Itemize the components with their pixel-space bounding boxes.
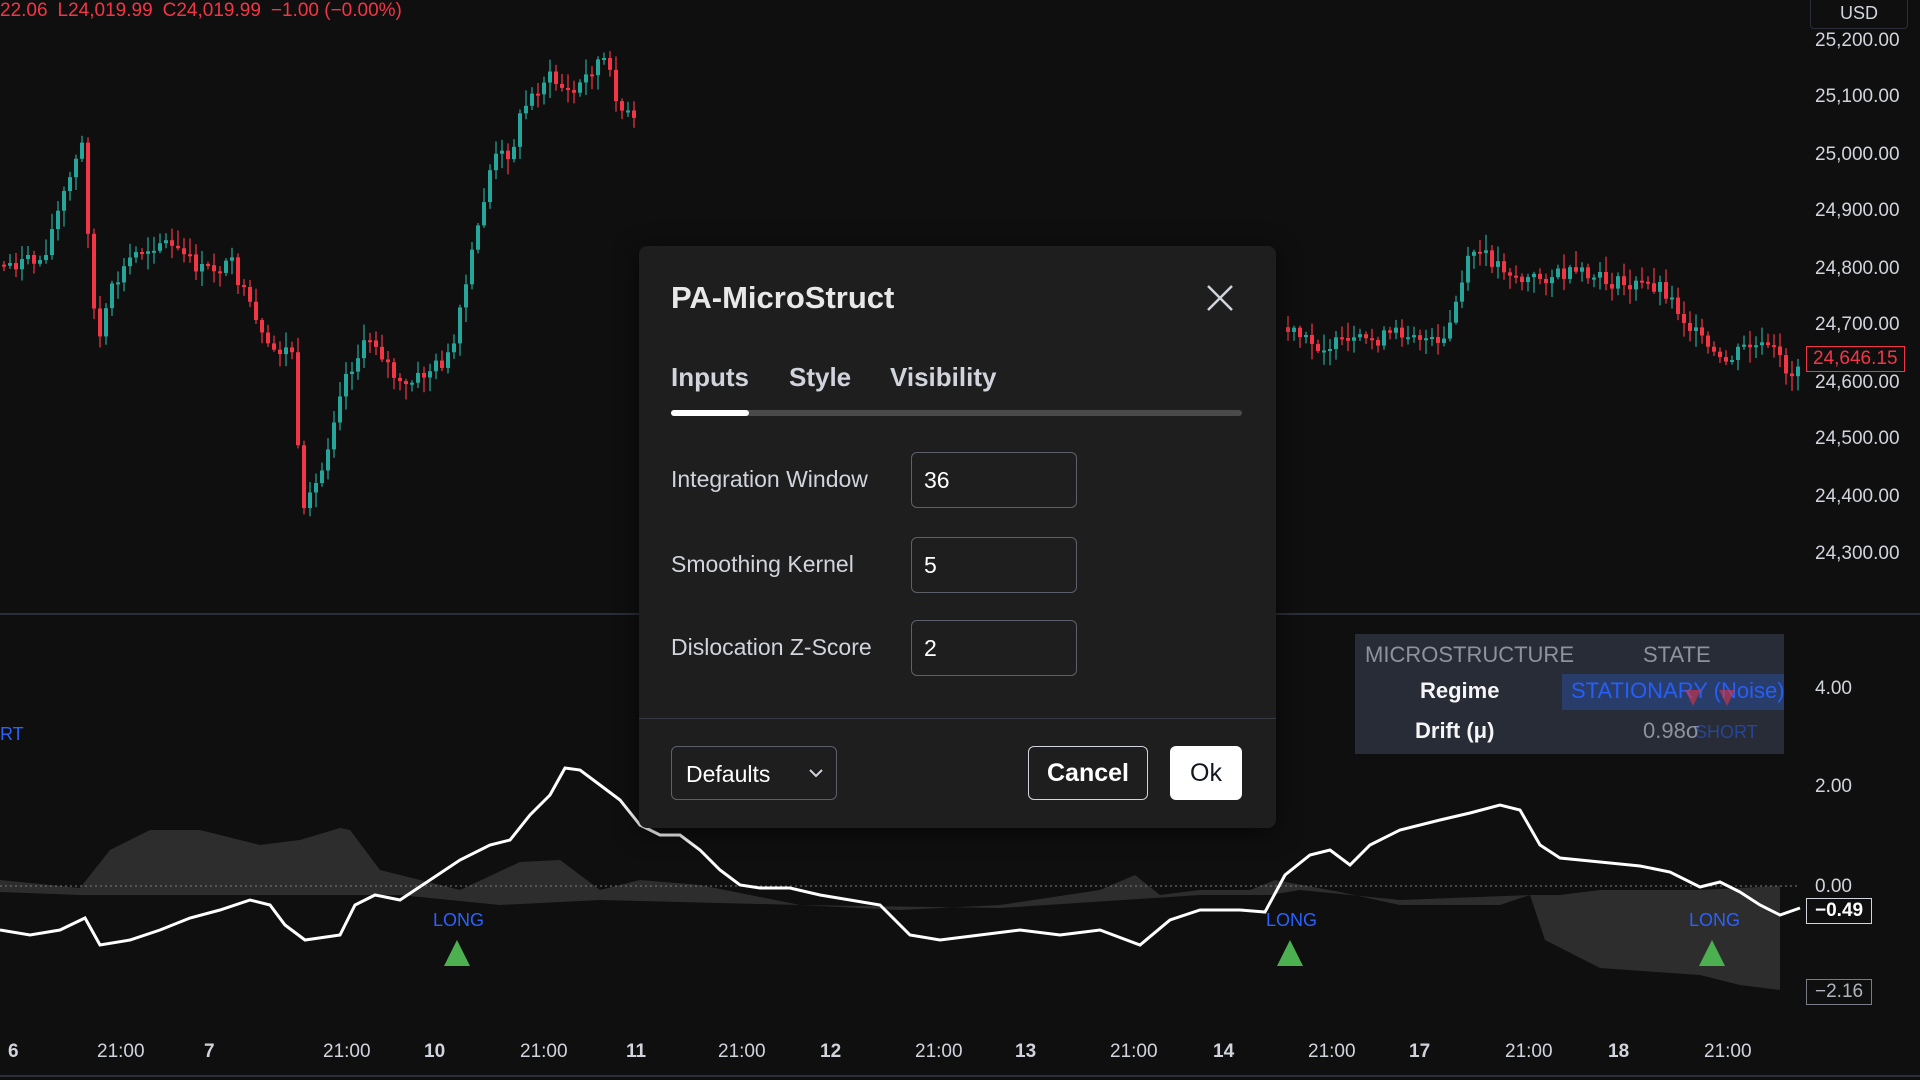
field-row-dislocation-zscore: Dislocation Z-Score (671, 620, 1242, 678)
long-signal-label: LONG (1266, 910, 1318, 930)
dialog-title: PA-MicroStruct (671, 280, 895, 315)
time-axis-label: 21:00 (1110, 1041, 1158, 1062)
short-signal-label: RT (0, 724, 24, 744)
price-axis-label: 25,000.00 (1815, 144, 1900, 165)
price-axis-label: 24,900.00 (1815, 200, 1900, 221)
field-label: Dislocation Z-Score (671, 634, 872, 660)
oscillator-line (0, 766, 1801, 947)
price-axis-label: 24,600.00 (1815, 372, 1900, 393)
time-axis-label: 21:00 (1308, 1041, 1356, 1062)
ok-button[interactable]: Ok (1170, 746, 1242, 800)
time-axis-label: 17 (1409, 1041, 1431, 1062)
time-axis-label: 21:00 (915, 1041, 963, 1062)
dialog-divider (639, 718, 1276, 719)
time-axis-label: 7 (204, 1041, 215, 1062)
tab-inputs[interactable]: Inputs (671, 362, 749, 392)
defaults-dropdown[interactable]: Defaults (671, 746, 837, 800)
drift-value: 0.98σ (1643, 718, 1700, 743)
time-axis-label: 18 (1608, 1041, 1630, 1062)
integration-window-input[interactable] (911, 452, 1077, 508)
table-header-left: MICROSTRUCTURE (1365, 642, 1574, 667)
dislocation-zscore-input[interactable] (911, 620, 1077, 676)
time-axis-label: 14 (1213, 1041, 1235, 1062)
tab-track (671, 410, 1242, 416)
current-price-tag: 24,646.15 (1806, 346, 1905, 372)
ohlc-legend: 22.06 L24,019.99 C24,019.99 −1.00 (−0.00%) (0, 0, 412, 22)
price-axis-label: 24,300.00 (1815, 543, 1900, 564)
regime-value (1562, 674, 1784, 710)
short-signal-faded: SHORT (1695, 722, 1758, 742)
price-candles (2, 51, 1800, 517)
long-signals (444, 940, 1725, 966)
price-axis-label: 24,700.00 (1815, 314, 1900, 335)
dialog-tabs: Inputs Style Visibility (671, 362, 1242, 416)
time-axis-label: 21:00 (718, 1041, 766, 1062)
long-arrow-icon (1699, 940, 1725, 966)
indicator-axis-label: 4.00 (1815, 678, 1852, 699)
table-header-right: STATE (1643, 642, 1711, 667)
settings-dialog: PA-MicroStruct Inputs Style Visibility I… (639, 246, 1276, 828)
time-axis-label: 11 (626, 1041, 647, 1062)
time-axis-label: 13 (1015, 1041, 1037, 1062)
table-row-label: Regime (1420, 678, 1500, 703)
time-axis-label: 21:00 (520, 1041, 568, 1062)
time-axis-label: 12 (820, 1041, 842, 1062)
oscillator-value-tag: −0.49 (1806, 898, 1873, 924)
long-arrow-icon (444, 940, 470, 966)
ohlc-open: 22.06 (0, 0, 48, 21)
tab-style[interactable]: Style (789, 362, 852, 392)
time-axis-label: 21:00 (323, 1041, 371, 1062)
smoothing-kernel-input[interactable] (911, 537, 1077, 593)
regime-value-text: STATIONARY (Noise) (1571, 678, 1785, 703)
price-axis-label: 25,100.00 (1815, 86, 1900, 107)
time-axis-label: 21:00 (1704, 1041, 1752, 1062)
indicator-band (0, 828, 1780, 990)
long-signal-label: LONG (433, 910, 485, 930)
field-label: Integration Window (671, 466, 868, 492)
field-row-integration-window: Integration Window (671, 452, 1242, 510)
price-axis-label: 24,800.00 (1815, 258, 1900, 279)
chevron-down-icon (809, 769, 823, 778)
close-button[interactable] (1202, 280, 1238, 316)
field-label: Smoothing Kernel (671, 551, 854, 577)
cancel-button[interactable]: Cancel (1028, 746, 1148, 800)
tab-visibility[interactable]: Visibility (890, 362, 997, 392)
currency-button[interactable]: USD (1810, 0, 1908, 29)
time-axis-label: 6 (8, 1041, 19, 1062)
price-axis-label: 25,200.00 (1815, 30, 1900, 51)
ohlc-low: L24,019.99 (57, 0, 153, 21)
microstructure-table: MICROSTRUCTURE STATE Regime STATIONARY (… (1355, 634, 1785, 754)
field-row-smoothing-kernel: Smoothing Kernel (671, 537, 1242, 595)
time-axis-label: 21:00 (1505, 1041, 1553, 1062)
time-axis-label: 10 (424, 1041, 446, 1062)
indicator-axis-label: 2.00 (1815, 776, 1852, 797)
indicator-axis-label: 0.00 (1815, 876, 1852, 897)
ohlc-close: C24,019.99 (162, 0, 261, 21)
defaults-label: Defaults (686, 761, 771, 787)
ohlc-change: −1.00 (−0.00%) (270, 0, 402, 21)
price-axis-label: 24,400.00 (1815, 486, 1900, 507)
long-arrow-icon (1277, 940, 1303, 966)
active-tab-indicator (671, 410, 749, 416)
close-icon (1207, 285, 1233, 311)
price-axis-label: 24,500.00 (1815, 428, 1900, 449)
time-axis-label: 21:00 (97, 1041, 145, 1062)
long-signal-label: LONG (1689, 910, 1741, 930)
short-signal-marker (1685, 690, 1735, 706)
band-value-tag: −2.16 (1806, 979, 1873, 1005)
table-row-label: Drift (μ) (1415, 718, 1495, 743)
